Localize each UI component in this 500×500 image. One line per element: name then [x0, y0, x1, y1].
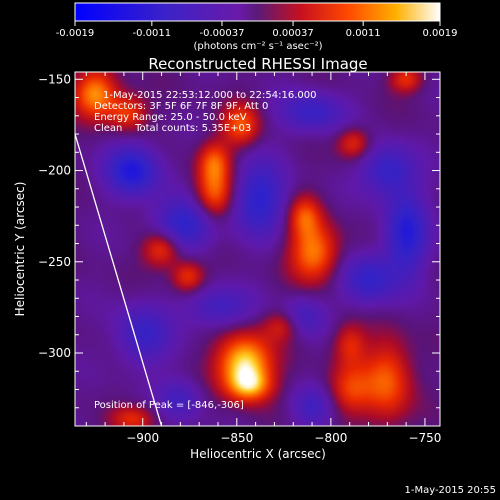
x-axis-label: Heliocentric X (arcsec)	[190, 447, 326, 461]
heatmap-image	[75, 72, 440, 426]
y-tick-label: −300	[38, 346, 71, 360]
annotation-peak-position: Position of Peak = [-846,-306]	[94, 400, 244, 411]
plot-frame	[74, 71, 441, 427]
y-tick-label: −150	[38, 72, 71, 86]
x-tick-label: −850	[220, 431, 253, 445]
colorbar-ticks: -0.0019 -0.0011 -0.00037 0.00037 0.0011 0.001…	[56, 21, 458, 39]
colorbar-tick-label: -0.0011	[133, 28, 172, 39]
x-tick-label: −800	[314, 431, 347, 445]
x-tick-label: −900	[126, 431, 159, 445]
annotations: 1-May-2015 22:53:12.000 to 22:54:16.000 …	[94, 90, 316, 411]
annotation-time-range: 1-May-2015 22:53:12.000 to 22:54:16.000	[103, 90, 316, 101]
annotation-counts: Clean Total counts: 5.35E+03	[94, 123, 251, 134]
colorbar-tick-label: 0.0011	[346, 28, 381, 39]
y-axis-label: Heliocentric Y (arcsec)	[13, 182, 27, 317]
colorbar-tick-label: -0.0019	[56, 28, 95, 39]
axis-ticks: −900 −850 −800 −750 −150 −200 −250 −300	[38, 72, 441, 445]
y-tick-label: −250	[38, 255, 71, 269]
annotation-energy-range: Energy Range: 25.0 - 50.0 keV	[94, 112, 247, 123]
colorbar: -0.0019 -0.0011 -0.00037 0.00037 0.0011 0.001…	[56, 2, 458, 52]
colorbar-tick-label: 0.0019	[423, 28, 458, 39]
colorbar-tick-label: 0.00037	[272, 28, 313, 39]
colorbar-tick-label: -0.00037	[199, 28, 244, 39]
colorbar-gradient	[74, 2, 441, 22]
footer-timestamp: 1-May-2015 20:55	[404, 485, 496, 496]
x-tick-label: −750	[408, 431, 441, 445]
chart-title: Reconstructed RHESSI Image	[148, 55, 367, 73]
colorbar-units: (photons cm⁻² s⁻¹ asec⁻²)	[193, 41, 322, 52]
solar-limb-line	[74, 133, 163, 427]
y-tick-label: −200	[38, 164, 71, 178]
plot-area: −900 −850 −800 −750 −150 −200 −250 −300	[38, 71, 441, 445]
annotation-detectors: Detectors: 3F 5F 6F 7F 8F 9F, Att 0	[94, 101, 268, 112]
